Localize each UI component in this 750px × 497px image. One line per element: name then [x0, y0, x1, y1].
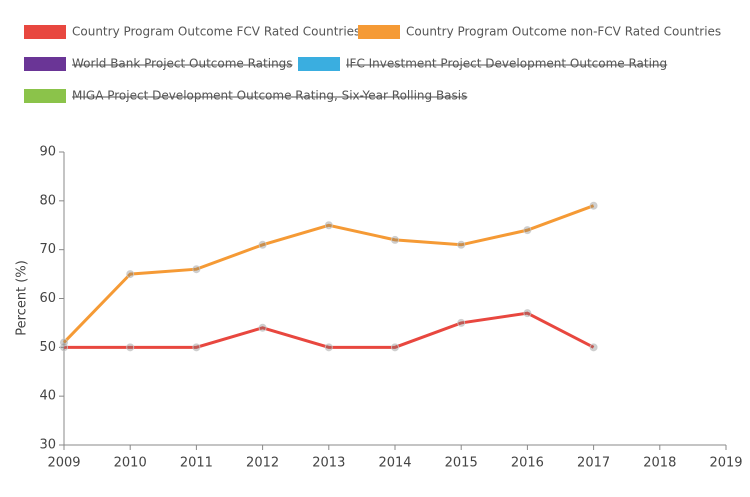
x-tick-label: 2013 [312, 456, 345, 471]
data-point[interactable] [192, 343, 201, 352]
legend-swatch[interactable] [24, 89, 66, 103]
x-tick-label: 2014 [378, 456, 411, 471]
data-point[interactable] [391, 235, 399, 244]
data-point[interactable] [126, 270, 135, 279]
data-point[interactable] [589, 201, 598, 210]
data-point[interactable] [60, 338, 68, 347]
x-tick-label: 2016 [511, 456, 544, 471]
x-tick-label: 2019 [709, 456, 742, 471]
y-axis-label: Percent (%) [15, 260, 30, 336]
legend-label[interactable]: World Bank Project Outcome Ratings [72, 57, 293, 71]
data-point[interactable] [457, 240, 466, 249]
data-point[interactable] [324, 343, 333, 352]
legend-label[interactable]: Country Program Outcome non-FCV Rated Co… [406, 25, 721, 39]
data-point[interactable] [589, 343, 598, 352]
x-tick-label: 2017 [577, 456, 610, 471]
series-line [64, 311, 595, 349]
data-point[interactable] [324, 221, 333, 230]
legend-label[interactable]: MIGA Project Development Outcome Rating,… [72, 89, 467, 103]
y-tick-label: 70 [39, 242, 56, 257]
x-tick-label: 2015 [445, 456, 478, 471]
x-tick-label: 2011 [180, 456, 213, 471]
data-point[interactable] [126, 343, 135, 352]
data-point[interactable] [258, 323, 267, 332]
y-tick-label: 40 [39, 389, 56, 404]
x-tick-label: 2010 [114, 456, 147, 471]
data-point[interactable] [457, 318, 466, 327]
x-tick-label: 2009 [47, 456, 80, 471]
data-point[interactable] [192, 265, 201, 274]
legend-swatch[interactable] [358, 25, 400, 39]
y-tick-label: 30 [39, 438, 56, 453]
data-point[interactable] [258, 240, 267, 249]
data-point[interactable] [523, 226, 532, 235]
x-tick-label: 2012 [246, 456, 279, 471]
y-tick-label: 80 [39, 193, 56, 208]
y-tick-label: 90 [39, 145, 56, 160]
legend-label[interactable]: Country Program Outcome FCV Rated Countr… [72, 25, 360, 39]
legend-swatch[interactable] [24, 25, 66, 39]
data-point[interactable] [391, 343, 399, 352]
y-tick-label: 50 [39, 340, 56, 355]
series-line [62, 204, 595, 344]
legend-swatch[interactable] [298, 57, 340, 71]
x-tick-label: 2018 [643, 456, 676, 471]
legend-label[interactable]: IFC Investment Project Development Outco… [346, 57, 667, 71]
y-tick-label: 60 [39, 291, 56, 306]
legend-swatch[interactable] [24, 57, 66, 71]
data-point[interactable] [523, 309, 532, 318]
